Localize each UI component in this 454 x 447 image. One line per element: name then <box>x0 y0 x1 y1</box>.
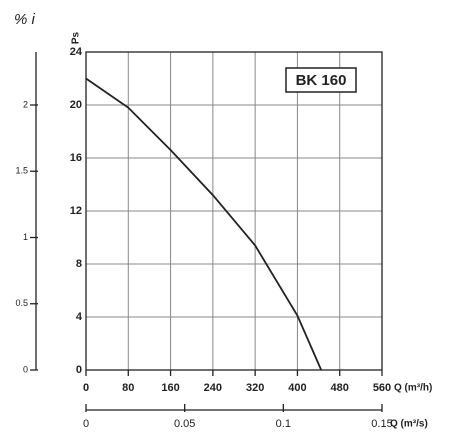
x-tick-label: 560 <box>373 382 391 394</box>
y2-tick-label: 0.5 <box>15 298 28 308</box>
x2-tick-label: 0 <box>83 418 89 430</box>
left-axis-unit: % i <box>14 11 36 28</box>
x-axis-label: Q (m³/h) <box>394 383 432 394</box>
y-tick-label: 0 <box>76 364 82 376</box>
curve <box>85 77 323 371</box>
y-tick-label: 12 <box>70 205 82 217</box>
x-tick-label: 400 <box>288 382 306 394</box>
x-tick-label: 160 <box>161 382 179 394</box>
x-tick-label: 0 <box>83 382 89 394</box>
x-tick-label: 240 <box>204 382 222 394</box>
y2-tick-label: 1.5 <box>15 166 28 176</box>
y2-tick-label: 1 <box>23 232 28 242</box>
y-tick-label: 8 <box>76 258 82 270</box>
y-tick-label: 24 <box>70 46 83 58</box>
y-tick-label: 16 <box>70 152 82 164</box>
x2-tick-label: 0.1 <box>276 418 291 430</box>
x-tick-label: 80 <box>122 382 134 394</box>
y-axis-label: Ps <box>71 31 82 44</box>
legend-label: BK 160 <box>296 72 347 89</box>
y-tick-label: 4 <box>76 311 83 323</box>
y2-tick-label: 0 <box>23 364 28 374</box>
y-tick-label: 20 <box>70 99 82 111</box>
x2-axis-label: Q (m³/s) <box>390 419 428 430</box>
x-tick-label: 320 <box>246 382 264 394</box>
x2-tick-label: 0.05 <box>174 418 195 430</box>
y2-tick-label: 2 <box>23 99 28 109</box>
x-tick-label: 480 <box>331 382 349 394</box>
plot-frame <box>85 51 383 371</box>
x2-tick-label: 0.15 <box>371 418 392 430</box>
legend-box <box>285 67 357 93</box>
